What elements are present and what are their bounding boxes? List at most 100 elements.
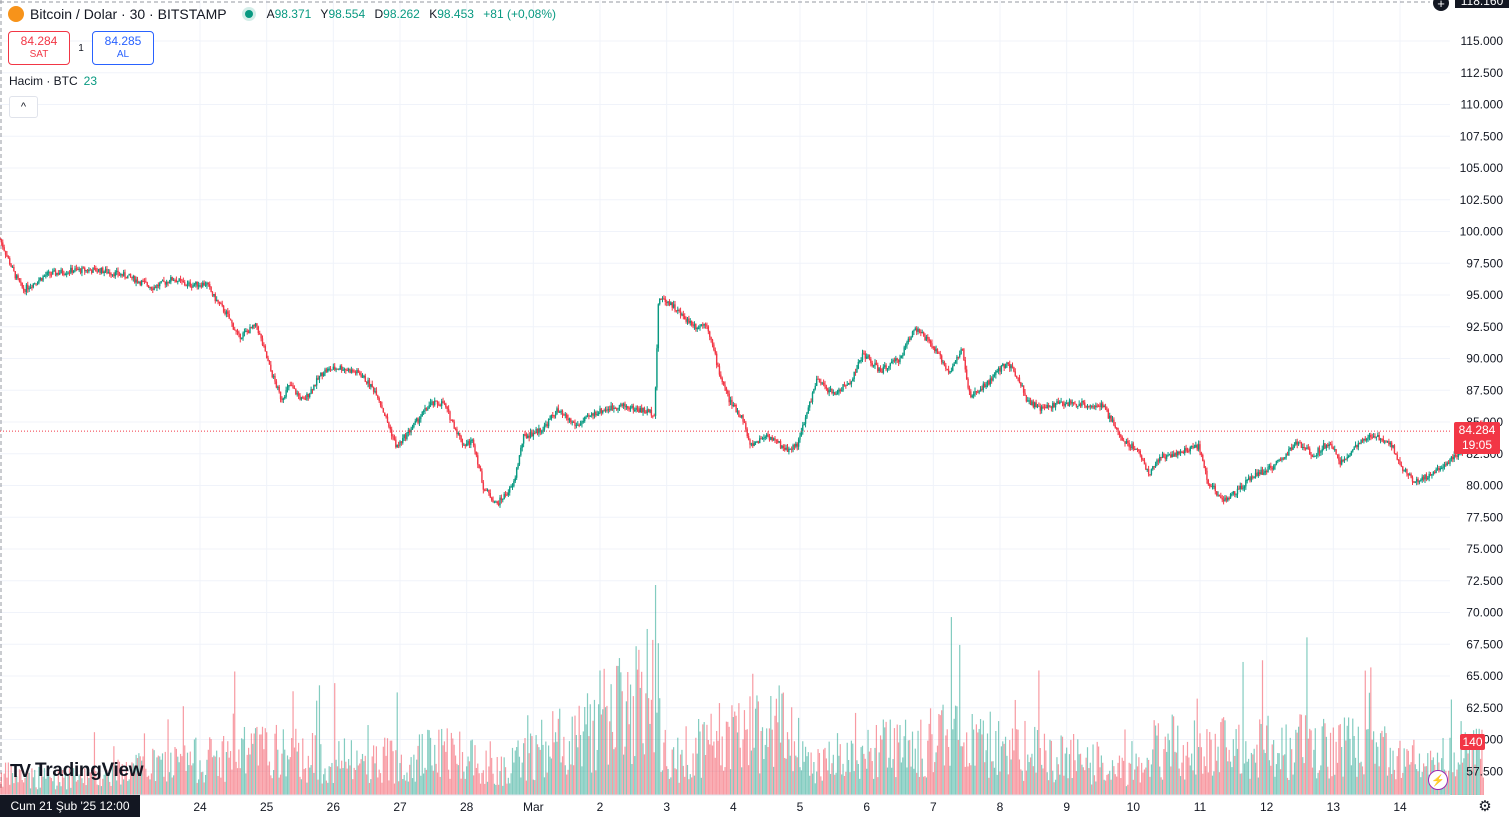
volume-bar [798, 717, 800, 795]
candle-body [635, 407, 637, 410]
volume-bar [327, 782, 329, 795]
volume-bar [203, 782, 205, 795]
candle-body [1135, 448, 1137, 450]
buy-button[interactable]: 84.285 AL [92, 31, 154, 65]
volume-bar [223, 735, 225, 795]
candle-body [824, 384, 826, 387]
volume-bar [159, 756, 161, 795]
gear-icon[interactable]: ⚙ [1478, 798, 1492, 815]
volume-bar [86, 774, 89, 795]
candle-body [1353, 447, 1355, 450]
tradingview-logo[interactable]: TV TradingView [10, 760, 144, 782]
symbol-title[interactable]: Bitcoin / Dolar · 30 · BITSTAMP [30, 6, 227, 22]
volume-bar [136, 758, 139, 795]
lightning-icon[interactable]: ⚡ [1428, 770, 1448, 790]
volume-bar [791, 707, 793, 795]
volume-bar [867, 729, 869, 795]
candle-body [213, 294, 215, 296]
volume-bar [703, 722, 705, 795]
candle-body [167, 281, 169, 284]
volume-bar [1166, 751, 1168, 795]
candle-body [692, 325, 694, 327]
candle-body [1435, 469, 1437, 473]
volume-bar [616, 665, 618, 795]
quantity-value[interactable]: 1 [78, 42, 84, 54]
bitcoin-icon [8, 6, 24, 22]
volume-bar [518, 756, 521, 795]
volume-bar [963, 742, 965, 795]
volume-bar [1411, 745, 1414, 795]
volume-bar [682, 765, 684, 795]
volume-bar [973, 729, 975, 795]
candle-body [689, 320, 691, 323]
candle-body [1238, 488, 1240, 490]
candle-body [565, 414, 568, 419]
volume-bar [431, 765, 433, 795]
candle-body [564, 414, 566, 416]
market-status-icon[interactable] [244, 10, 253, 18]
volume-bar [17, 782, 19, 795]
volume-bar [775, 698, 777, 795]
candle-body [103, 271, 105, 274]
candle-body [665, 301, 668, 304]
candle-body [690, 320, 693, 326]
candle-body [956, 356, 958, 361]
candle-body [257, 326, 260, 334]
volume-bar [1116, 776, 1118, 795]
collapse-legend-button[interactable]: ^ [9, 96, 38, 118]
volume-bar [392, 751, 394, 795]
price-axis-label: 65.000 [1466, 669, 1503, 683]
volume-legend[interactable]: Hacim · BTC 23 [9, 74, 97, 88]
volume-bar [560, 762, 562, 795]
close-label: K [429, 7, 438, 21]
volume-bar [152, 748, 154, 795]
candle-body [822, 382, 825, 385]
candle-body [327, 368, 329, 372]
candle-body [171, 277, 173, 281]
plus-icon[interactable]: + [1433, 0, 1449, 11]
volume-bar [1085, 757, 1087, 795]
volume-bar [178, 762, 180, 795]
candle-body [372, 387, 375, 392]
candle-body [1132, 443, 1135, 449]
candle-body [1229, 494, 1232, 499]
volume-bar [264, 728, 266, 795]
candle-body [172, 280, 175, 282]
volume-bar [29, 788, 32, 795]
volume-bar [1098, 746, 1100, 795]
volume-bar [1303, 763, 1305, 795]
volume-bar [506, 783, 508, 795]
volume-bar [1281, 727, 1283, 795]
volume-bar [1335, 741, 1337, 795]
volume-bar [925, 777, 927, 795]
volume-bar [974, 765, 976, 795]
volume-bar [549, 756, 551, 795]
candle-body [1303, 446, 1305, 448]
candle-body [1271, 468, 1273, 470]
candle-body [421, 412, 423, 417]
candle-body [768, 436, 771, 440]
candle-body [1363, 438, 1365, 441]
candle-body [947, 369, 950, 373]
volume-bar [542, 744, 544, 795]
candle-body [1263, 472, 1265, 475]
candle-body [1189, 447, 1191, 452]
candle-body [495, 501, 497, 503]
sell-button[interactable]: 84.284 SAT [8, 31, 70, 65]
candle-body [513, 481, 515, 487]
candle-body [317, 378, 319, 380]
volume-bar [224, 781, 226, 795]
volume-bar [841, 774, 843, 795]
volume-bar [1035, 772, 1037, 795]
volume-bar [1063, 775, 1065, 795]
volume-bar [125, 761, 127, 795]
volume-bar [225, 751, 227, 795]
volume-bar [1311, 767, 1314, 795]
candle-body [1286, 454, 1289, 456]
candle-body [286, 387, 289, 391]
volume-bar [614, 747, 616, 795]
time-axis-label: 28 [460, 800, 474, 814]
volume-bar [1091, 784, 1093, 795]
volume-bar [164, 751, 166, 795]
